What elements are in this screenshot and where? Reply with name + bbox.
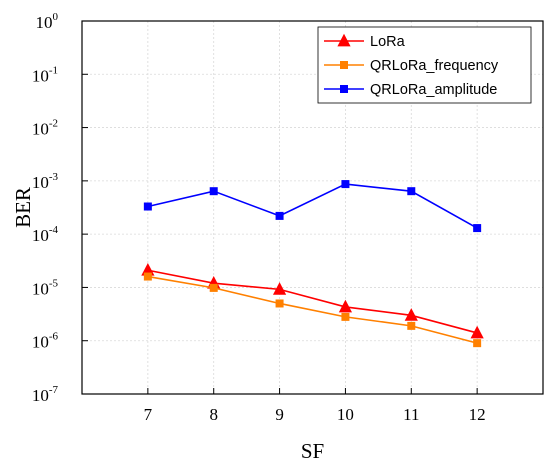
series-2: [143, 272, 482, 348]
data-point: [143, 202, 152, 211]
series-line: [147, 269, 478, 334]
data-point: [473, 224, 482, 233]
y-axis-label: BER: [11, 187, 35, 228]
legend-entry: LoRa: [324, 33, 406, 50]
data-point: [407, 321, 416, 330]
y-tick-label: 100: [36, 11, 59, 32]
y-tick-label: 10-4: [32, 224, 59, 245]
legend: LoRa QRLoRa_frequency QRLoRa_amplitude: [317, 26, 532, 104]
series-line: [147, 275, 478, 344]
data-point: [407, 187, 416, 196]
data-point: [338, 299, 353, 313]
legend-marker: [337, 33, 351, 47]
x-tick-label: 7: [144, 405, 153, 424]
data-point: [272, 282, 287, 295]
y-tick-label: 10-5: [32, 277, 59, 298]
x-axis-label: SF: [301, 439, 324, 463]
legend-label: QRLoRa_amplitude: [370, 82, 497, 98]
plot-frame: [81, 20, 544, 395]
series-1: [141, 263, 484, 339]
data-point: [473, 339, 482, 348]
data-point: [275, 211, 284, 220]
data-point: [341, 312, 350, 321]
legend-marker: [340, 85, 348, 93]
series-3: [143, 180, 482, 233]
data-point: [341, 180, 350, 189]
x-tick-label: 10: [337, 405, 354, 424]
legend-label: LoRa: [370, 34, 406, 50]
legend-entry: QRLoRa_frequency: [324, 58, 499, 74]
data-point: [143, 272, 152, 281]
legend-marker: [340, 61, 348, 69]
series-line: [147, 183, 478, 229]
x-tick-label: 12: [469, 405, 486, 424]
data-point: [141, 263, 155, 276]
data-point: [404, 308, 418, 321]
y-tick-label: 10-2: [32, 118, 58, 139]
ticks: 7 8 9 10 11 12 100 10-1 10-2 10-3 10-4 10-5 10-6 10-7: [32, 11, 486, 424]
data-point: [470, 325, 484, 339]
x-tick-label: 11: [403, 405, 419, 424]
x-tick-label: 8: [209, 405, 218, 424]
series-layer: [141, 180, 484, 348]
y-tick-label: 10-3: [32, 171, 59, 192]
data-point: [209, 187, 218, 196]
data-point: [209, 283, 218, 292]
legend-entry: QRLoRa_amplitude: [324, 82, 497, 98]
y-tick-label: 10-6: [32, 331, 59, 352]
y-tick-label: 10-7: [32, 384, 59, 405]
legend-label: QRLoRa_frequency: [370, 58, 499, 74]
y-tick-label: 10-1: [32, 64, 58, 85]
x-tick-label: 9: [275, 405, 284, 424]
data-point: [275, 299, 284, 308]
